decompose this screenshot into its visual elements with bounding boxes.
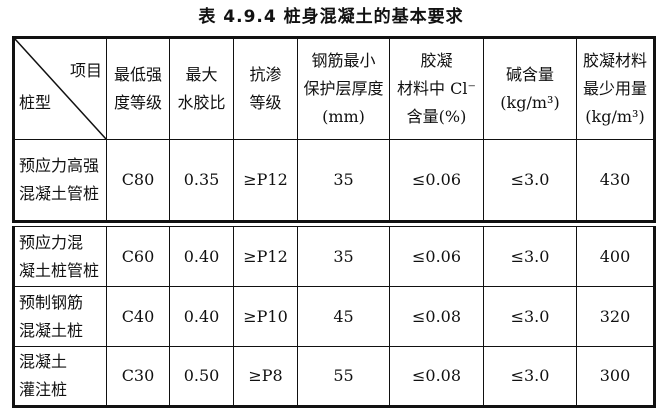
cell-line: 抗渗 <box>249 65 282 84</box>
column-header: 抗渗 等级 <box>233 37 298 140</box>
pile-type-cell: 预制钢筋 混凝土桩 <box>13 286 107 347</box>
requirements-table-part1: 项目 桩型 最低强 度等级 最大 水胶比 抗渗 等级 钢筋最小 保护层厚度 (mm) 胶凝 材料中 … <box>12 36 656 223</box>
requirements-table-part2: 预应力混 凝土桩管桩 C60 0.40 ≥P12 35 ≤0.06 ≤3.0 400 预制钢筋混… <box>12 226 656 408</box>
value-cell: ≥P8 <box>233 346 298 407</box>
value-cell: ≤0.08 <box>389 346 484 407</box>
value-cell: 45 <box>297 286 390 347</box>
value-cell: 320 <box>576 286 655 347</box>
cell-line: 碱含量 <box>505 65 554 84</box>
value-cell: ≤0.08 <box>389 286 484 347</box>
value-cell: 55 <box>297 346 390 407</box>
value-cell: C60 <box>106 226 170 287</box>
cell-line: 最大 <box>185 65 218 84</box>
value-cell: ≤0.06 <box>389 226 484 287</box>
pile-type-cell: 混凝土 灌注桩 <box>13 346 107 407</box>
value-cell: 0.50 <box>169 346 234 407</box>
table-row: 混凝土 灌注桩 C30 0.50 ≥P8 55 ≤0.08 ≤3.0 300 <box>13 346 655 407</box>
corner-top-label: 项目 <box>69 61 102 80</box>
value-cell: ≤3.0 <box>483 346 577 407</box>
cell-line: 混凝土桩 <box>19 320 84 340</box>
value-cell: 0.40 <box>169 286 234 347</box>
cell-line: 保护层厚度 <box>303 79 384 98</box>
cell-line: 混凝土 <box>19 352 68 371</box>
value-cell: 0.35 <box>169 139 234 222</box>
value-cell: 0.40 <box>169 226 234 287</box>
cell-line: 水胶比 <box>177 93 226 112</box>
value-cell: 400 <box>576 226 655 287</box>
column-header: 最大 水胶比 <box>169 37 234 140</box>
table-title: 表 4.9.4 桩身混凝土的基本要求 <box>198 7 464 27</box>
cell-line: 凝土桩管桩 <box>19 260 100 280</box>
column-header: 胶凝材料最少用量 (kg/m³) <box>576 37 655 140</box>
cell-line: 度等级 <box>113 93 162 112</box>
value-cell: 300 <box>576 346 655 407</box>
diagonal-line <box>15 39 106 139</box>
pile-type-cell: 预应力混 凝土桩管桩 <box>13 226 107 287</box>
value-cell: C80 <box>106 139 170 222</box>
corner-bottom-label: 桩型 <box>19 93 52 112</box>
cell-line: 胶凝材料 <box>582 51 647 70</box>
value-cell: 430 <box>576 139 655 222</box>
cell-line: 材料中 Cl⁻ <box>397 79 476 98</box>
corner-header-cell: 项目 桩型 <box>13 37 107 140</box>
pile-type-cell: 预应力高强混凝土管桩 <box>13 139 107 222</box>
value-cell: ≤3.0 <box>483 286 577 347</box>
cell-line: 灌注桩 <box>19 380 68 399</box>
table-row: 预应力混 凝土桩管桩 C60 0.40 ≥P12 35 ≤0.06 ≤3.0 400 <box>13 226 655 287</box>
cell-line: 最低强 <box>113 65 162 84</box>
value-cell: ≤3.0 <box>483 226 577 287</box>
cell-line: (mm) <box>322 107 365 126</box>
value-cell: ≥P10 <box>233 286 298 347</box>
value-cell: ≥P12 <box>233 139 298 222</box>
value-cell: ≥P12 <box>233 226 298 287</box>
header-row: 项目 桩型 最低强 度等级 最大 水胶比 抗渗 等级 钢筋最小 保护层厚度 (mm) 胶凝 材料中 … <box>13 37 655 140</box>
value-cell: C30 <box>106 346 170 407</box>
cell-line: 混凝土管桩 <box>19 184 100 203</box>
value-cell: ≤3.0 <box>483 139 577 222</box>
cell-line: 最少用量 <box>582 79 647 98</box>
table-row: 预制钢筋 混凝土桩 C40 0.40 ≥P10 45 ≤0.08 ≤3.0 320 <box>13 286 655 347</box>
cell-line: (kg/m³) <box>585 107 645 126</box>
column-header: 胶凝材料中 Cl⁻ 含量(%) <box>389 37 484 140</box>
cell-line: (kg/m³) <box>500 93 560 112</box>
value-cell: 35 <box>297 139 390 222</box>
cell-line: 预应力混 <box>19 232 84 252</box>
cell-line: 胶凝 <box>420 51 453 70</box>
cell-line: 预制钢筋 <box>19 292 84 312</box>
cell-line: 预应力高强 <box>19 156 100 175</box>
table-row: 预应力高强 混凝土管桩 C80 0.35 ≥P12 35 ≤0.06 ≤3.0 430 <box>13 139 655 222</box>
column-header: 最低强 度等级 <box>106 37 170 140</box>
cell-line: 等级 <box>249 93 282 112</box>
cell-line: 钢筋最小 <box>311 51 376 70</box>
column-header: 碱含量 (kg/m³) <box>483 37 577 140</box>
column-header: 钢筋最小保护层厚度 (mm) <box>297 37 390 140</box>
cell-line: 含量(%) <box>406 107 467 126</box>
value-cell: C40 <box>106 286 170 347</box>
value-cell: ≤0.06 <box>389 139 484 222</box>
value-cell: 35 <box>297 226 390 287</box>
